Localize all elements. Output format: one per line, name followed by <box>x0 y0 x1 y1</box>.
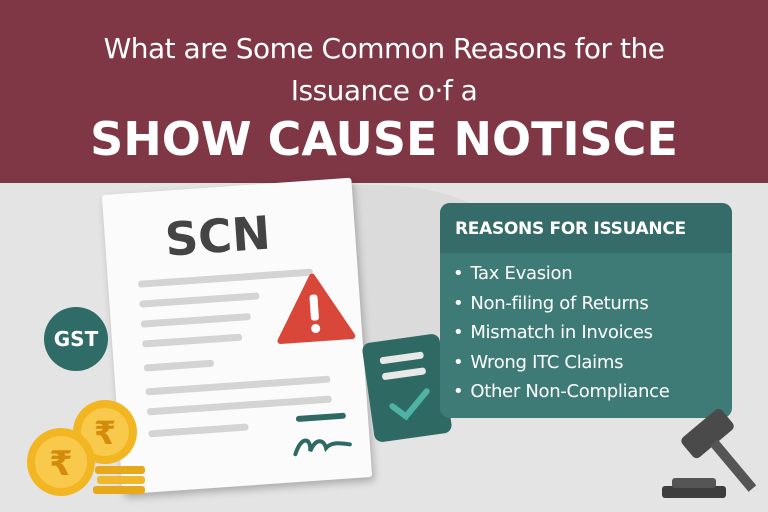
document-title: SCN <box>163 205 273 267</box>
list-item: Mismatch in Invoices <box>453 318 732 348</box>
reasons-list: Tax Evasion Non-filing of Returns Mismat… <box>440 253 732 407</box>
title-line-1: What are Some Common Reasons for the <box>103 32 665 65</box>
title-main: SHOW CAUSE NOTISCE <box>90 112 678 166</box>
panel-title: REASONS FOR ISSUANCE <box>440 203 732 253</box>
list-item: Non-filing of Returns <box>453 289 732 319</box>
text-line <box>145 375 331 396</box>
list-item: Other Non-Compliance <box>453 377 732 407</box>
header-banner: What are Some Common Reasons for the Iss… <box>0 0 768 183</box>
warning-icon <box>277 273 356 344</box>
signature-icon <box>293 412 352 457</box>
list-item: Tax Evasion <box>453 259 732 289</box>
gavel-icon <box>662 408 757 498</box>
svg-text:₹: ₹ <box>94 414 116 452</box>
reasons-panel: REASONS FOR ISSUANCE Tax Evasion Non-fil… <box>440 203 732 418</box>
text-line <box>142 333 243 348</box>
scn-document: SCN <box>101 177 373 495</box>
title-line-2: Issuance o·f a <box>290 74 478 107</box>
svg-text:₹: ₹ <box>49 444 73 484</box>
rupee-coin-icon: ₹ ₹ <box>27 400 145 496</box>
gst-badge: GST <box>44 307 108 371</box>
text-line <box>148 423 249 438</box>
text-line <box>140 313 251 328</box>
text-line <box>139 292 260 308</box>
text-line <box>143 359 215 372</box>
list-item: Wrong ITC Claims <box>453 348 732 378</box>
checklist-icon <box>361 333 453 443</box>
